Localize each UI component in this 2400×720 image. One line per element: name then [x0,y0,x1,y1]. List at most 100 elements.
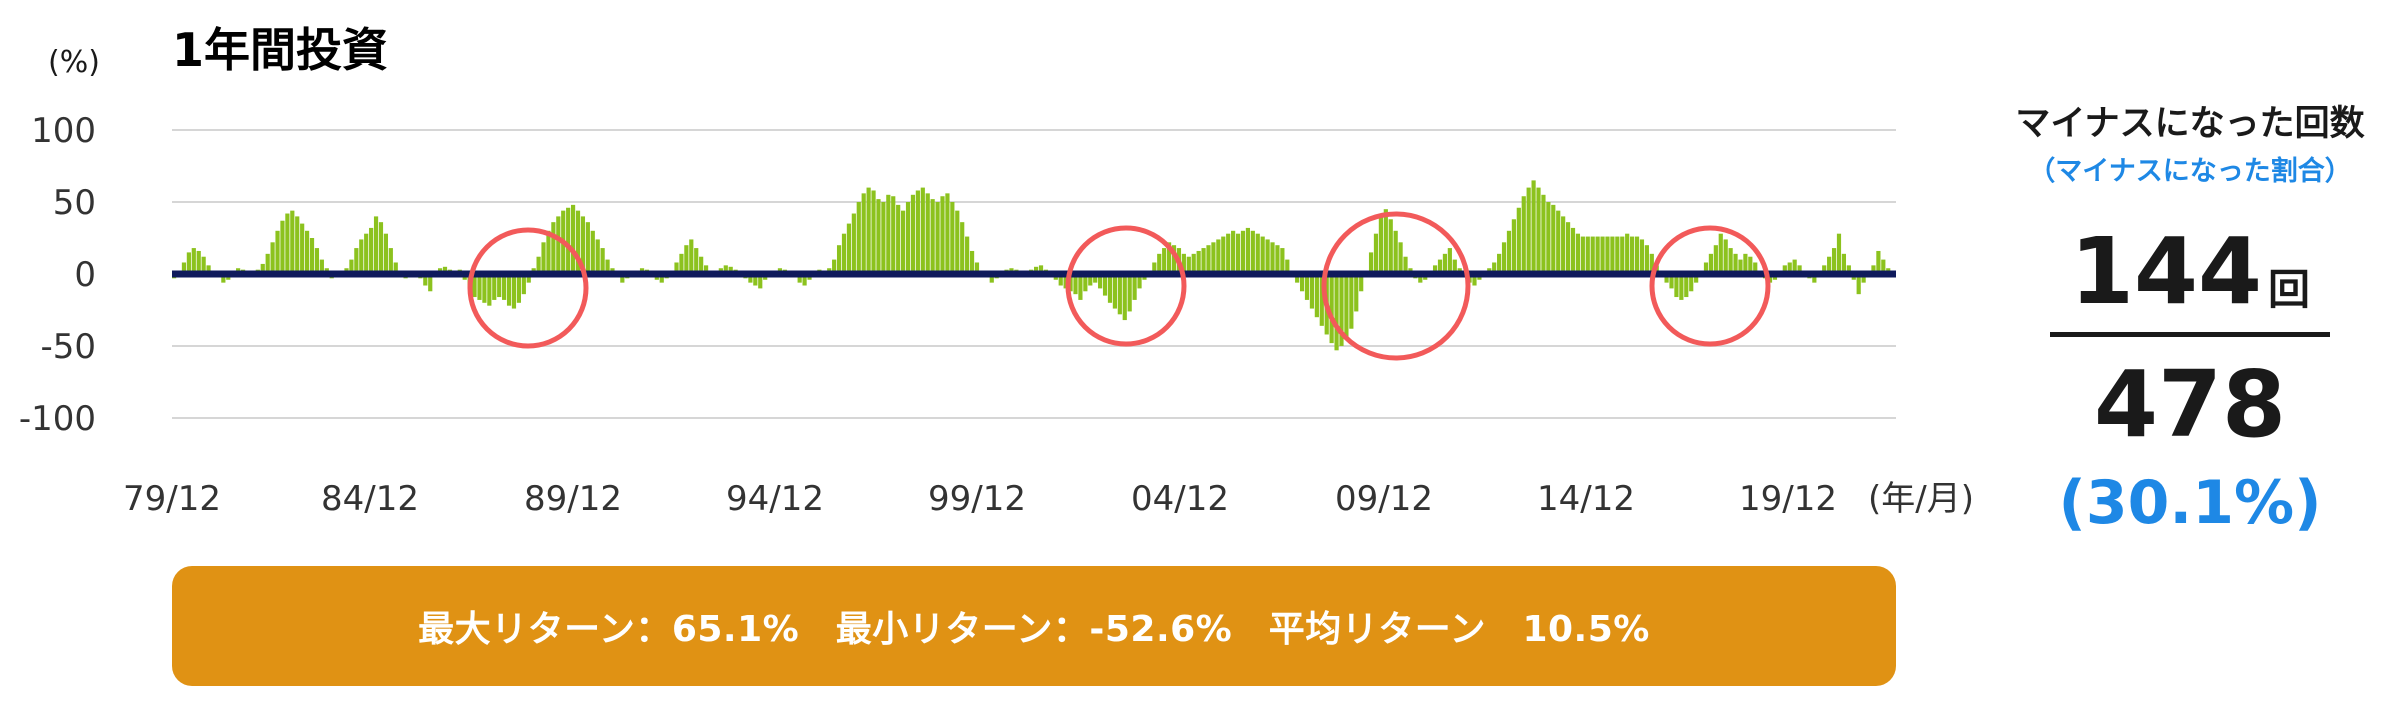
x-tick-labels: 79/12 84/12 89/12 94/12 99/12 04/12 09/12 14/12… [123,479,1837,519]
return-bar [275,230,280,274]
return-bar [359,239,364,274]
return-bar [1492,262,1497,274]
return-bar [797,274,802,283]
return-bar [1132,274,1137,300]
return-bar [950,202,955,274]
return-bar [1162,248,1167,274]
return-bar [1506,230,1512,274]
y-tick-label: 0 [74,255,96,295]
return-bar [1166,242,1172,274]
return-bar [935,202,940,274]
return-bar [181,262,187,274]
negative-count-title: マイナスになった回数 [2015,104,2365,144]
return-stats-text: 最大リターン：65.1% 最小リターン：-52.6% 平均リターン 10.5% [418,609,1650,650]
return-bar [423,274,428,286]
return-bar [1383,209,1388,274]
negative-period-circle [1649,225,1771,347]
return-bar [1432,265,1438,274]
return-bar [1733,253,1738,274]
return-bar [679,253,684,274]
return-bar [1452,259,1457,274]
negative-ratio-value: (30.1%) [2058,468,2322,538]
return-bar [265,253,270,274]
return-bar [280,220,285,274]
return-bar [1536,187,1541,274]
return-bar [472,274,477,298]
return-bar [1580,236,1585,274]
return-bar [832,259,837,274]
return-bar [920,187,925,274]
return-bar [1354,274,1359,312]
return-bar [1703,262,1709,274]
return-bar [369,227,374,274]
fraction-divider [2050,332,2330,337]
return-bar [1388,219,1393,274]
return-bar [1137,274,1142,289]
return-bar [945,193,950,274]
return-bar [502,274,507,300]
return-bar [841,233,847,274]
return-bar [1684,274,1689,298]
return-bar [191,248,196,274]
y-tick-label: -50 [40,327,96,367]
return-bar [1679,274,1684,300]
return-bar [373,216,379,274]
return-bar [1856,274,1861,295]
return-bar [551,222,556,274]
return-bar [600,248,605,274]
return-bar [1275,245,1280,274]
negative-period-circle [1321,211,1471,361]
return-bar [1447,248,1452,274]
return-bar [1831,248,1837,274]
total-count-value: 478 [2093,351,2287,458]
return-bar [1836,233,1842,274]
return-bar [910,194,916,274]
return-bar [1186,256,1191,274]
return-bar [1674,274,1679,298]
return-bar [659,274,664,283]
return-stats-bar: 最大リターン：65.1% 最小リターン：-52.6% 平均リターン 10.5% [172,566,1896,686]
y-tick-label: 50 [53,183,96,223]
x-tick-label: 09/12 [1335,479,1433,519]
return-bar [930,199,935,274]
return-bar [1122,274,1127,321]
return-bar [1329,274,1334,344]
return-bar [1270,242,1275,274]
return-bar [526,274,531,283]
return-bar [1620,236,1625,274]
return-bar [620,274,625,283]
return-bar [1876,250,1881,274]
return-bar [1235,233,1241,274]
negative-ratio-subtitle: （マイナスになった割合） [2028,156,2352,187]
return-bar [1782,265,1787,274]
return-bar [1556,210,1561,274]
return-bar [1822,265,1827,274]
bar-series [172,180,1896,351]
return-bar [1767,274,1773,283]
return-bar [1073,274,1078,295]
return-bar [575,210,581,274]
return-bar [1472,274,1477,286]
negative-count-value: 144 [2069,218,2263,325]
return-bar [1157,253,1162,274]
return-bar [1216,239,1221,274]
return-bar [1861,274,1866,283]
return-bar [482,274,487,303]
chart-title: 1年間投資 [172,23,388,77]
return-bar [487,274,492,306]
return-bar [1644,245,1649,274]
return-bar [1551,204,1556,274]
return-bar [304,230,310,274]
return-bar [1240,230,1246,274]
return-bar [1723,239,1728,274]
return-bar [1112,274,1117,309]
return-bar [309,238,315,274]
return-bar [1718,233,1723,274]
negative-period-circle [1065,225,1187,347]
return-bar [260,263,265,274]
return-bar [1497,253,1502,274]
return-bar [955,210,960,274]
return-bar [1245,227,1250,274]
return-bar [1546,202,1551,274]
